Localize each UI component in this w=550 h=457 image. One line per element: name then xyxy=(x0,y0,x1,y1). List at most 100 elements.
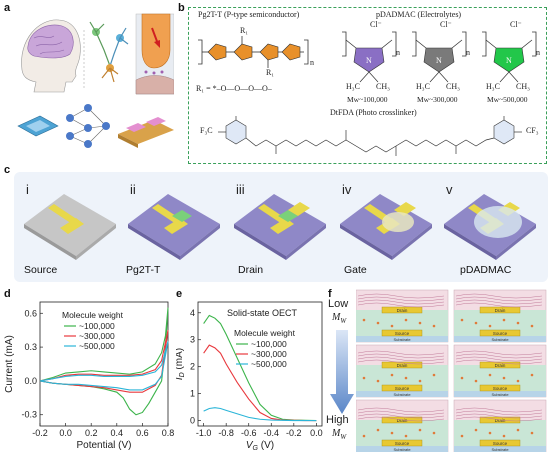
x-tick-label: -0.2 xyxy=(32,428,48,438)
polymer-chain xyxy=(455,410,543,416)
ion-dot xyxy=(362,434,366,438)
mw-low-sub: W xyxy=(340,317,347,325)
source-label: Source xyxy=(493,386,508,391)
panel-b-frame xyxy=(188,7,547,164)
x-tick-label: 0.8 xyxy=(162,428,175,438)
polymer-chain xyxy=(357,299,445,305)
x-tick-label: -1.0 xyxy=(196,428,212,438)
drain-electrode xyxy=(479,361,521,369)
ion-dot xyxy=(488,324,492,328)
drain-label: Drain xyxy=(397,308,408,313)
ion-dot xyxy=(376,321,380,325)
source-label: Source xyxy=(395,441,410,446)
x-tick-label: 0.2 xyxy=(85,428,98,438)
polymer-chain xyxy=(455,350,543,356)
step-name-pg2tt: Pg2T-T xyxy=(126,264,161,276)
ion-dot xyxy=(460,318,464,322)
high-label: High xyxy=(326,414,349,426)
y-tick-label: 0.6 xyxy=(24,308,37,318)
panel-e-transfer-chart: -1.0 -0.8 -0.6 -0.4 -0.2 0.0 0 1 2 3 4 VG (V) ID (mA… xyxy=(176,301,323,452)
polymer-chain xyxy=(455,296,543,302)
step-num-v: v xyxy=(446,182,453,197)
ion-dot xyxy=(474,379,478,383)
substrate-layer xyxy=(454,336,546,342)
polymer-chain xyxy=(455,293,543,299)
mw-label-500k: Mᴡ~500,000 xyxy=(487,95,528,104)
x-tick-label: -0.6 xyxy=(241,428,257,438)
x-tick-label: 0.6 xyxy=(136,428,149,438)
n-plus-3: N xyxy=(506,56,512,65)
ion-dot xyxy=(516,321,520,325)
substrate-label: Substrate xyxy=(393,392,411,397)
h3c-3: H₃C xyxy=(486,82,500,91)
ion-dot xyxy=(432,324,436,328)
drain-label: Drain xyxy=(495,308,506,313)
source-label: Source xyxy=(395,331,410,336)
ion-dot xyxy=(502,318,506,322)
panel-label-b: b xyxy=(178,2,185,14)
drain-electrode xyxy=(381,306,423,314)
panel-f-schematic-grid: Drain Source Substrate Drain Source Substrate… xyxy=(355,288,548,453)
polymer-chain xyxy=(455,416,543,422)
polymer-chain xyxy=(455,407,543,413)
pdadmac-title: pDADMAC (Electrolytes) xyxy=(376,10,462,19)
substrate-layer xyxy=(356,336,448,342)
pg2tt-r1-top: R₁ xyxy=(240,26,249,35)
ion-dot xyxy=(530,324,534,328)
device-step-v xyxy=(444,194,536,260)
mw-label-100k: Mᴡ~100,000 xyxy=(347,95,388,104)
source-electrode xyxy=(381,384,423,392)
device-step-iii xyxy=(234,194,326,260)
ion-dot xyxy=(502,376,506,380)
panel-label-a: a xyxy=(4,2,11,14)
legend-title: Molecule weight xyxy=(62,310,124,320)
ion-dot xyxy=(376,379,380,383)
ion-dot xyxy=(474,321,478,325)
polymer-chain xyxy=(357,359,445,365)
ion-dot xyxy=(418,321,422,325)
mw-label-300k: Mᴡ~300,000 xyxy=(417,95,458,104)
panel-a-illustration xyxy=(17,13,174,148)
drain-label: Drain xyxy=(495,418,506,423)
polymer-chain xyxy=(357,407,445,413)
step-name-pdadmac: pDADMAC xyxy=(460,264,512,276)
y-tick-label: -0.3 xyxy=(21,410,37,420)
drain-electrode xyxy=(479,306,521,314)
series-line-3 xyxy=(39,341,169,391)
device-step-iv xyxy=(340,194,432,260)
pg2tt-structure xyxy=(198,36,309,68)
ch3-1: CH₃ xyxy=(376,82,390,91)
drain-electrode xyxy=(381,361,423,369)
y-tick-label: 0.3 xyxy=(24,342,37,352)
mw-increase-arrow xyxy=(330,330,354,414)
polymer-chain xyxy=(357,293,445,299)
pdadmac-structures xyxy=(342,31,537,83)
plot-frame xyxy=(197,301,323,427)
ch3-3: CH₃ xyxy=(516,82,530,91)
y-tick-label: 3 xyxy=(190,335,195,345)
ion-dot xyxy=(418,428,422,432)
h3c-2: H₃C xyxy=(416,82,430,91)
ion-dot xyxy=(474,428,478,432)
ion-dot xyxy=(362,318,366,322)
h3c-1: H₃C xyxy=(346,82,360,91)
device-step-ii xyxy=(128,194,220,260)
y-tick-label: 0.0 xyxy=(24,376,37,386)
polymer-chain xyxy=(357,356,445,362)
polymer-chain xyxy=(357,350,445,356)
r1-definition: R₁ = *–O––O––O––O– xyxy=(196,84,272,93)
source-label: Source xyxy=(395,386,410,391)
plot-frame xyxy=(39,301,169,427)
source-electrode xyxy=(479,329,521,337)
series-line-2 xyxy=(39,330,169,393)
y-tick-label: 0 xyxy=(190,416,195,426)
low-label: Low xyxy=(328,298,349,310)
pdadmac-300k-structure xyxy=(412,31,467,83)
x-tick-label: -0.4 xyxy=(264,428,280,438)
step-name-drain: Drain xyxy=(238,264,264,276)
pg2tt-title: Pg2T-T (P-type semiconductor) xyxy=(198,10,300,19)
polymer-chain xyxy=(357,410,445,416)
